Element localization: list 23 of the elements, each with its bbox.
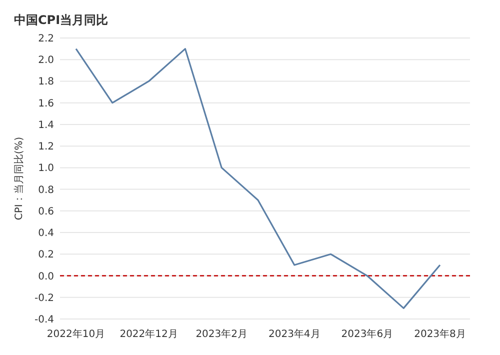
y-axis-title: CPI：当月同比(%)	[13, 136, 25, 220]
y-tick-label: -0.2	[34, 292, 54, 304]
line-series	[75, 48, 441, 309]
y-tick-label: 1.0	[38, 163, 54, 174]
y-tick-label: 1.6	[38, 98, 54, 110]
y-tick-label: 0.8	[38, 184, 54, 196]
y-tick-label: 1.4	[38, 120, 54, 131]
y-tick-label: 2.2	[38, 34, 54, 44]
x-tick-label: 2023年8月	[414, 328, 466, 340]
x-tick-label: 2023年4月	[268, 328, 320, 340]
x-tick-label: 2023年6月	[341, 328, 394, 340]
x-tick-label: 2023年2月	[196, 328, 248, 340]
y-tick-label: 0.6	[38, 206, 54, 218]
y-tick-label: 0.0	[38, 271, 54, 282]
y-tick-label: -0.4	[34, 314, 54, 326]
x-tick-label: 2022年10月	[46, 328, 106, 340]
y-tick-label: 1.2	[38, 142, 54, 153]
chart-title: 中国CPI当月同比	[14, 13, 108, 27]
x-tick-label: 2022年12月	[120, 328, 178, 340]
y-tick-label: 0.2	[38, 250, 54, 261]
y-tick-label: 1.8	[38, 76, 54, 88]
y-tick-label: 2.0	[38, 55, 54, 66]
y-tick-label: 0.4	[38, 228, 54, 240]
